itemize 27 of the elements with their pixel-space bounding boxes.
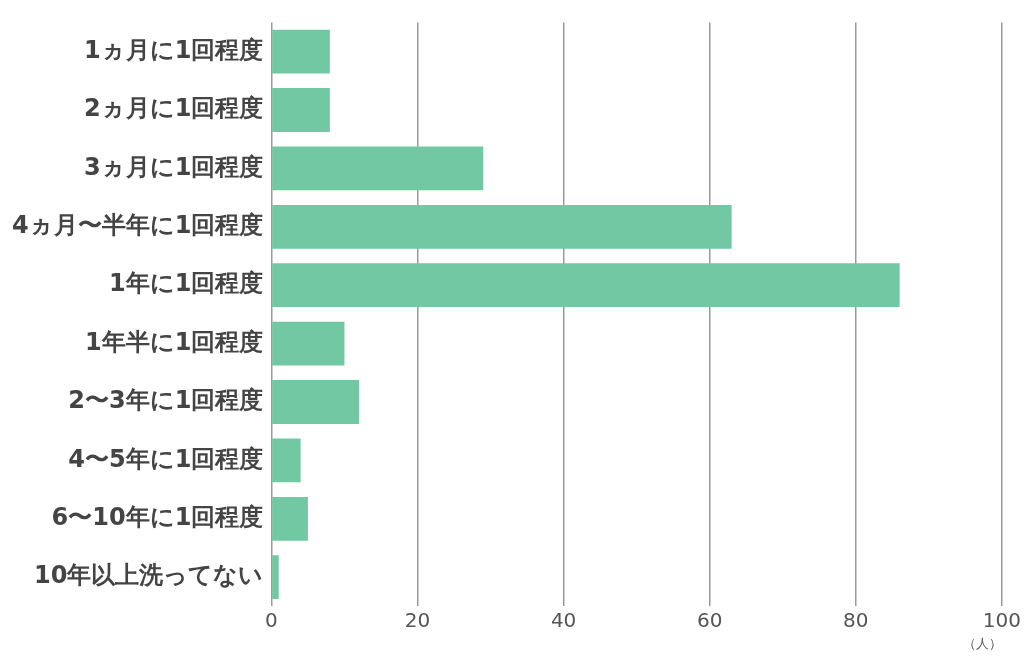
y-tick-label: 2〜3年に1回程度 — [68, 386, 264, 415]
bar — [272, 146, 484, 191]
x-tick-label: 80 — [843, 607, 869, 632]
bar — [272, 321, 345, 366]
y-tick-label: 3ヵ月に1回程度 — [83, 152, 264, 181]
y-tick-label: 1年に1回程度 — [108, 269, 264, 298]
x-tick-label: 60 — [696, 607, 723, 632]
y-tick-label: 4ヵ月〜半年に1回程度 — [11, 211, 264, 240]
x-tick-label: 20 — [404, 607, 431, 632]
y-tick-label: 4〜5年に1回程度 — [68, 444, 264, 473]
bar — [272, 263, 900, 308]
x-tick-label: 0 — [265, 607, 278, 632]
bar — [272, 496, 308, 541]
x-axis-title: （人） — [962, 635, 1002, 651]
bar — [272, 204, 732, 249]
y-tick-label: 1年半に1回程度 — [84, 327, 264, 356]
bar — [272, 29, 330, 74]
bar — [272, 555, 279, 600]
y-tick-label: 2ヵ月に1回程度 — [83, 94, 264, 123]
y-tick-label: 10年以上洗ってない — [33, 561, 264, 590]
bar — [272, 88, 330, 132]
x-tick-label: 40 — [550, 607, 577, 632]
x-tick-label: 100 — [982, 607, 1022, 632]
bar — [272, 380, 360, 424]
y-tick-label: 1ヵ月に1回程度 — [83, 35, 264, 64]
y-tick-label: 6〜10年に1回程度 — [51, 503, 264, 532]
bar — [272, 438, 301, 483]
